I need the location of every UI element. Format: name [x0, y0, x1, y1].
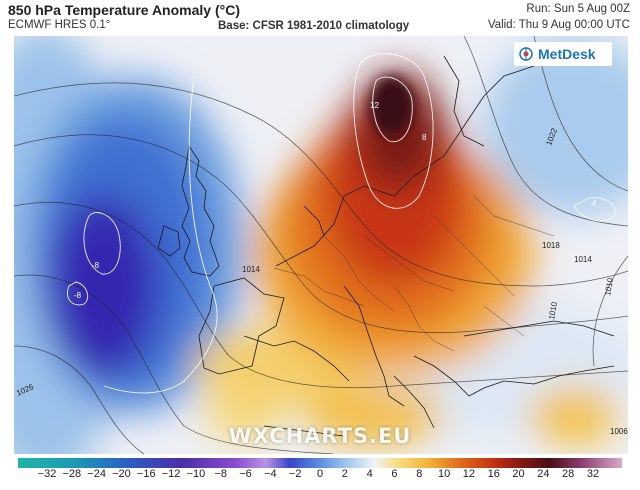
pressure-1010-label: 1010 — [603, 277, 615, 297]
colorbar-tick-label: −32 — [37, 468, 57, 480]
colorbar-tick-label: −8 — [214, 468, 227, 480]
colorbar-tick-label: −12 — [161, 468, 181, 480]
colorbar-tick-label: 16 — [487, 468, 500, 480]
anomaly-core — [370, 76, 414, 136]
colorbar-tick-label: 20 — [512, 468, 525, 480]
colorbar-tick-label: 28 — [562, 468, 575, 480]
colorbar-tick-label: −6 — [239, 468, 252, 480]
coastlines — [157, 55, 615, 437]
country-borders — [273, 195, 555, 352]
colorbar-tick-label: −28 — [62, 468, 82, 480]
chart-header: 850 hPa Temperature Anomaly (°C) ECMWF H… — [0, 0, 640, 34]
pressure-1010-b-label: 1010 — [547, 301, 559, 321]
colorbar-ticks: −32 −28 −24 −20 −16 −12 −10 −8 −6 −4 −2 0 2 4 6 8 10 12 16… — [0, 468, 640, 488]
colorbar-tick-label: 12 — [462, 468, 476, 480]
chart-title: 850 hPa Temperature Anomaly (°C) — [8, 2, 240, 18]
anomaly-max-label: 12 — [370, 101, 379, 110]
pressure-1014-east-label: 1014 — [574, 255, 592, 264]
climatology-base: Base: CFSR 1981-2010 climatology — [218, 20, 410, 32]
anomaly-contours — [67, 53, 616, 394]
colorbar-tick-label: −2 — [288, 468, 302, 480]
wxcharts-watermark: WXCHARTS.EU — [228, 424, 412, 448]
metdesk-logo-text: MetDesk — [538, 46, 596, 62]
anomaly-4-label: 4 — [592, 199, 597, 208]
colorbar-tick-label: −4 — [264, 468, 277, 480]
run-time: Run: Sun 5 Aug 00Z — [526, 3, 630, 15]
anomaly-field — [14, 36, 628, 454]
model-name: ECMWF HRES 0.1° — [8, 19, 111, 31]
pressure-1018-label: 1018 — [542, 241, 560, 250]
isobars — [14, 36, 628, 454]
colorbar-tick-label: 2 — [341, 468, 348, 480]
anomaly-cold-label: -8 — [92, 261, 100, 270]
colorbar — [18, 458, 622, 468]
colorbar-tick-label: 24 — [537, 468, 550, 480]
anomaly-cold-label-b: -8 — [74, 291, 82, 300]
colorbar-tick-label: 6 — [391, 468, 398, 480]
pressure-1014-label: 1014 — [242, 265, 260, 274]
anomaly-8-label: 8 — [422, 133, 427, 142]
colorbar-tick-label: 4 — [366, 468, 373, 480]
valid-time: Valid: Thu 9 Aug 00:00 UTC — [487, 19, 630, 31]
colorbar-tick-label: 8 — [416, 468, 423, 480]
colorbar-tick-label: −24 — [87, 468, 106, 480]
colorbar-tick-label: 0 — [316, 468, 324, 480]
pressure-1006-label: 1006 — [610, 427, 628, 436]
metdesk-logo: MetDesk — [514, 42, 612, 66]
colorbar-tick-label: −10 — [186, 468, 206, 480]
colorbar-tick-label: 10 — [437, 468, 451, 480]
colorbar-tick-label: −20 — [112, 468, 131, 480]
colorbar-tick-label: −16 — [136, 468, 156, 480]
metdesk-logo-icon — [519, 47, 533, 61]
anomaly-map: 12 8 -8 -8 4 1022 1018 1014 1014 1010 10… — [14, 36, 628, 454]
colorbar-tick-label: 32 — [586, 468, 600, 480]
